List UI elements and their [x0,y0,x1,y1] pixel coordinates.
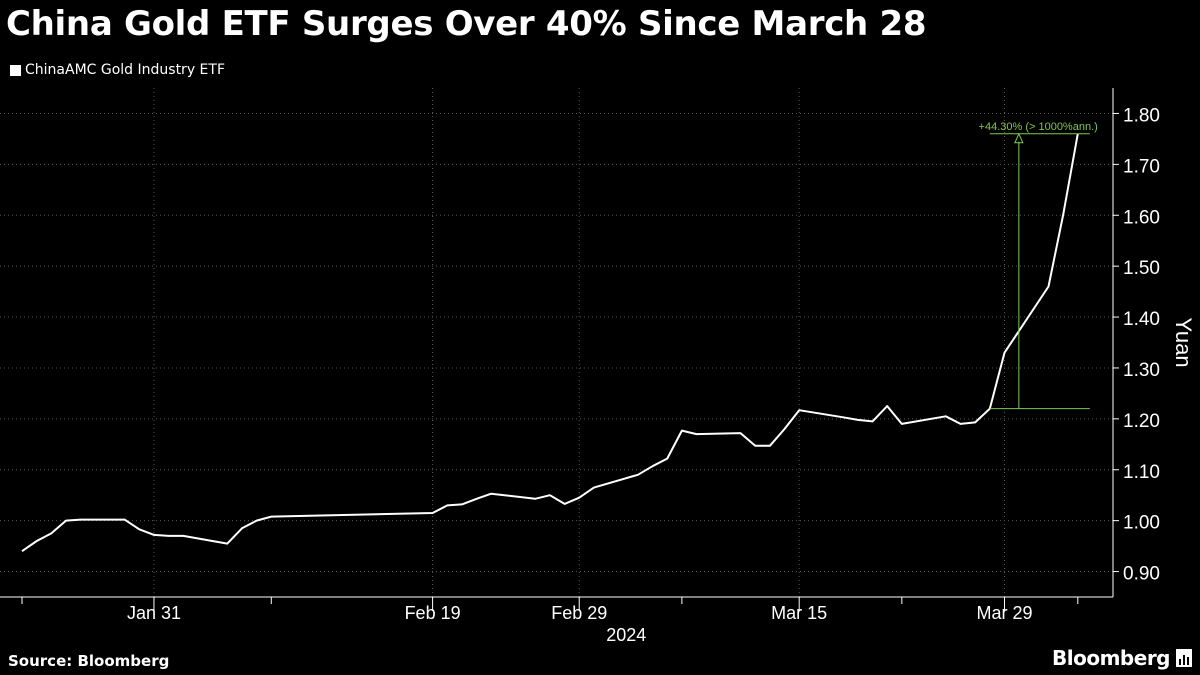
y-tick-label: 0.90 [1123,564,1160,585]
y-tick-label: 1.50 [1123,258,1160,279]
x-tick-label: Mar 29 [976,603,1032,623]
legend-swatch [10,64,21,76]
tick-labels: 0.90 1.00 1.10 1.20 1.30 1.40 1.50 1.60 1.70 1.80… [127,105,1196,645]
series-line-chinaamc-gold-etf [21,133,1079,553]
brand-logo: Bloomberg [1052,646,1192,670]
chart-bars-icon [1176,649,1192,667]
y-axis-title: Yuan [1171,317,1196,367]
y-tick-label: 1.80 [1123,105,1160,126]
annotation-arrowhead [1014,132,1024,144]
brand-name: Bloomberg [1052,646,1170,670]
axes [0,88,1119,611]
legend: ChinaAMC Gold Industry ETF [10,62,225,78]
y-tick-label: 1.10 [1123,462,1160,483]
x-year-label: 2024 [606,625,646,645]
y-tick-label: 1.60 [1123,207,1160,228]
y-tick-label: 1.40 [1123,309,1160,330]
x-tick-label: Feb 19 [405,603,461,623]
legend-label: ChinaAMC Gold Industry ETF [25,62,225,78]
source-note: Source: Bloomberg [8,652,170,670]
grid-lines [0,88,1113,597]
y-tick-label: 1.30 [1123,360,1160,381]
y-tick-label: 1.20 [1123,411,1160,432]
x-tick-label: Mar 15 [771,603,827,623]
y-tick-label: 1.00 [1123,513,1160,534]
annotations: +44.30% (> 1000%ann.) [979,121,1098,410]
annotation-label: +44.30% (> 1000%ann.) [979,121,1098,133]
chart-title: China Gold ETF Surges Over 40% Since Mar… [6,4,927,44]
x-tick-label: Feb 29 [551,603,607,623]
y-tick-label: 1.70 [1123,156,1160,177]
series [21,133,1079,553]
x-tick-label: Jan 31 [127,603,181,623]
